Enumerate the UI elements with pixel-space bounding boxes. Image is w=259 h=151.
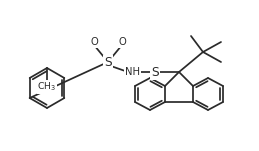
- Text: O: O: [118, 37, 126, 47]
- Text: O: O: [90, 37, 98, 47]
- Text: CH$_3$: CH$_3$: [38, 81, 56, 93]
- Text: NH: NH: [125, 67, 140, 77]
- Text: S: S: [151, 66, 159, 79]
- Text: S: S: [104, 56, 112, 69]
